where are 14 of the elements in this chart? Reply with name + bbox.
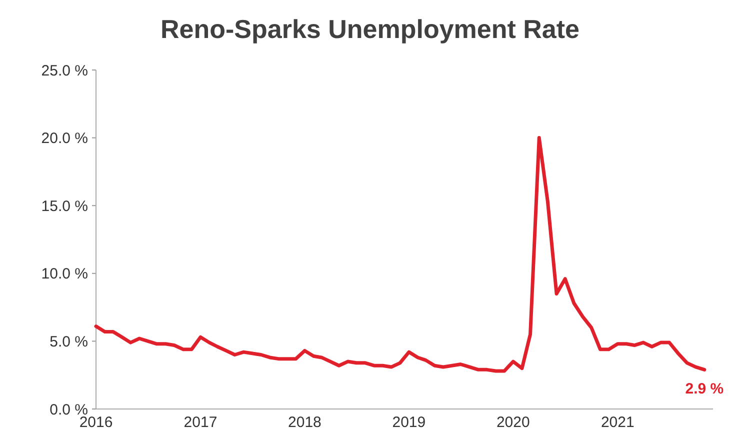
- y-tick-label: 5.0 %: [50, 333, 88, 350]
- x-tick-label: 2017: [184, 414, 218, 431]
- chart-title: Reno-Sparks Unemployment Rate: [160, 14, 580, 44]
- x-tick-label: 2020: [496, 414, 530, 431]
- x-tick-label: 2016: [79, 414, 113, 431]
- line-series: [94, 136, 706, 373]
- y-tick-label: 15.0 %: [41, 198, 88, 215]
- x-tick-label: 2019: [392, 414, 426, 431]
- x-tick-label: 2018: [288, 414, 322, 431]
- y-tick-label: 20.0 %: [41, 130, 88, 148]
- y-tick-label: 25.0 %: [41, 62, 88, 80]
- annotation: 2.9 %: [685, 380, 724, 398]
- x-tick-label: 2021: [600, 414, 634, 431]
- y-tick-label: 10.0 %: [41, 266, 88, 283]
